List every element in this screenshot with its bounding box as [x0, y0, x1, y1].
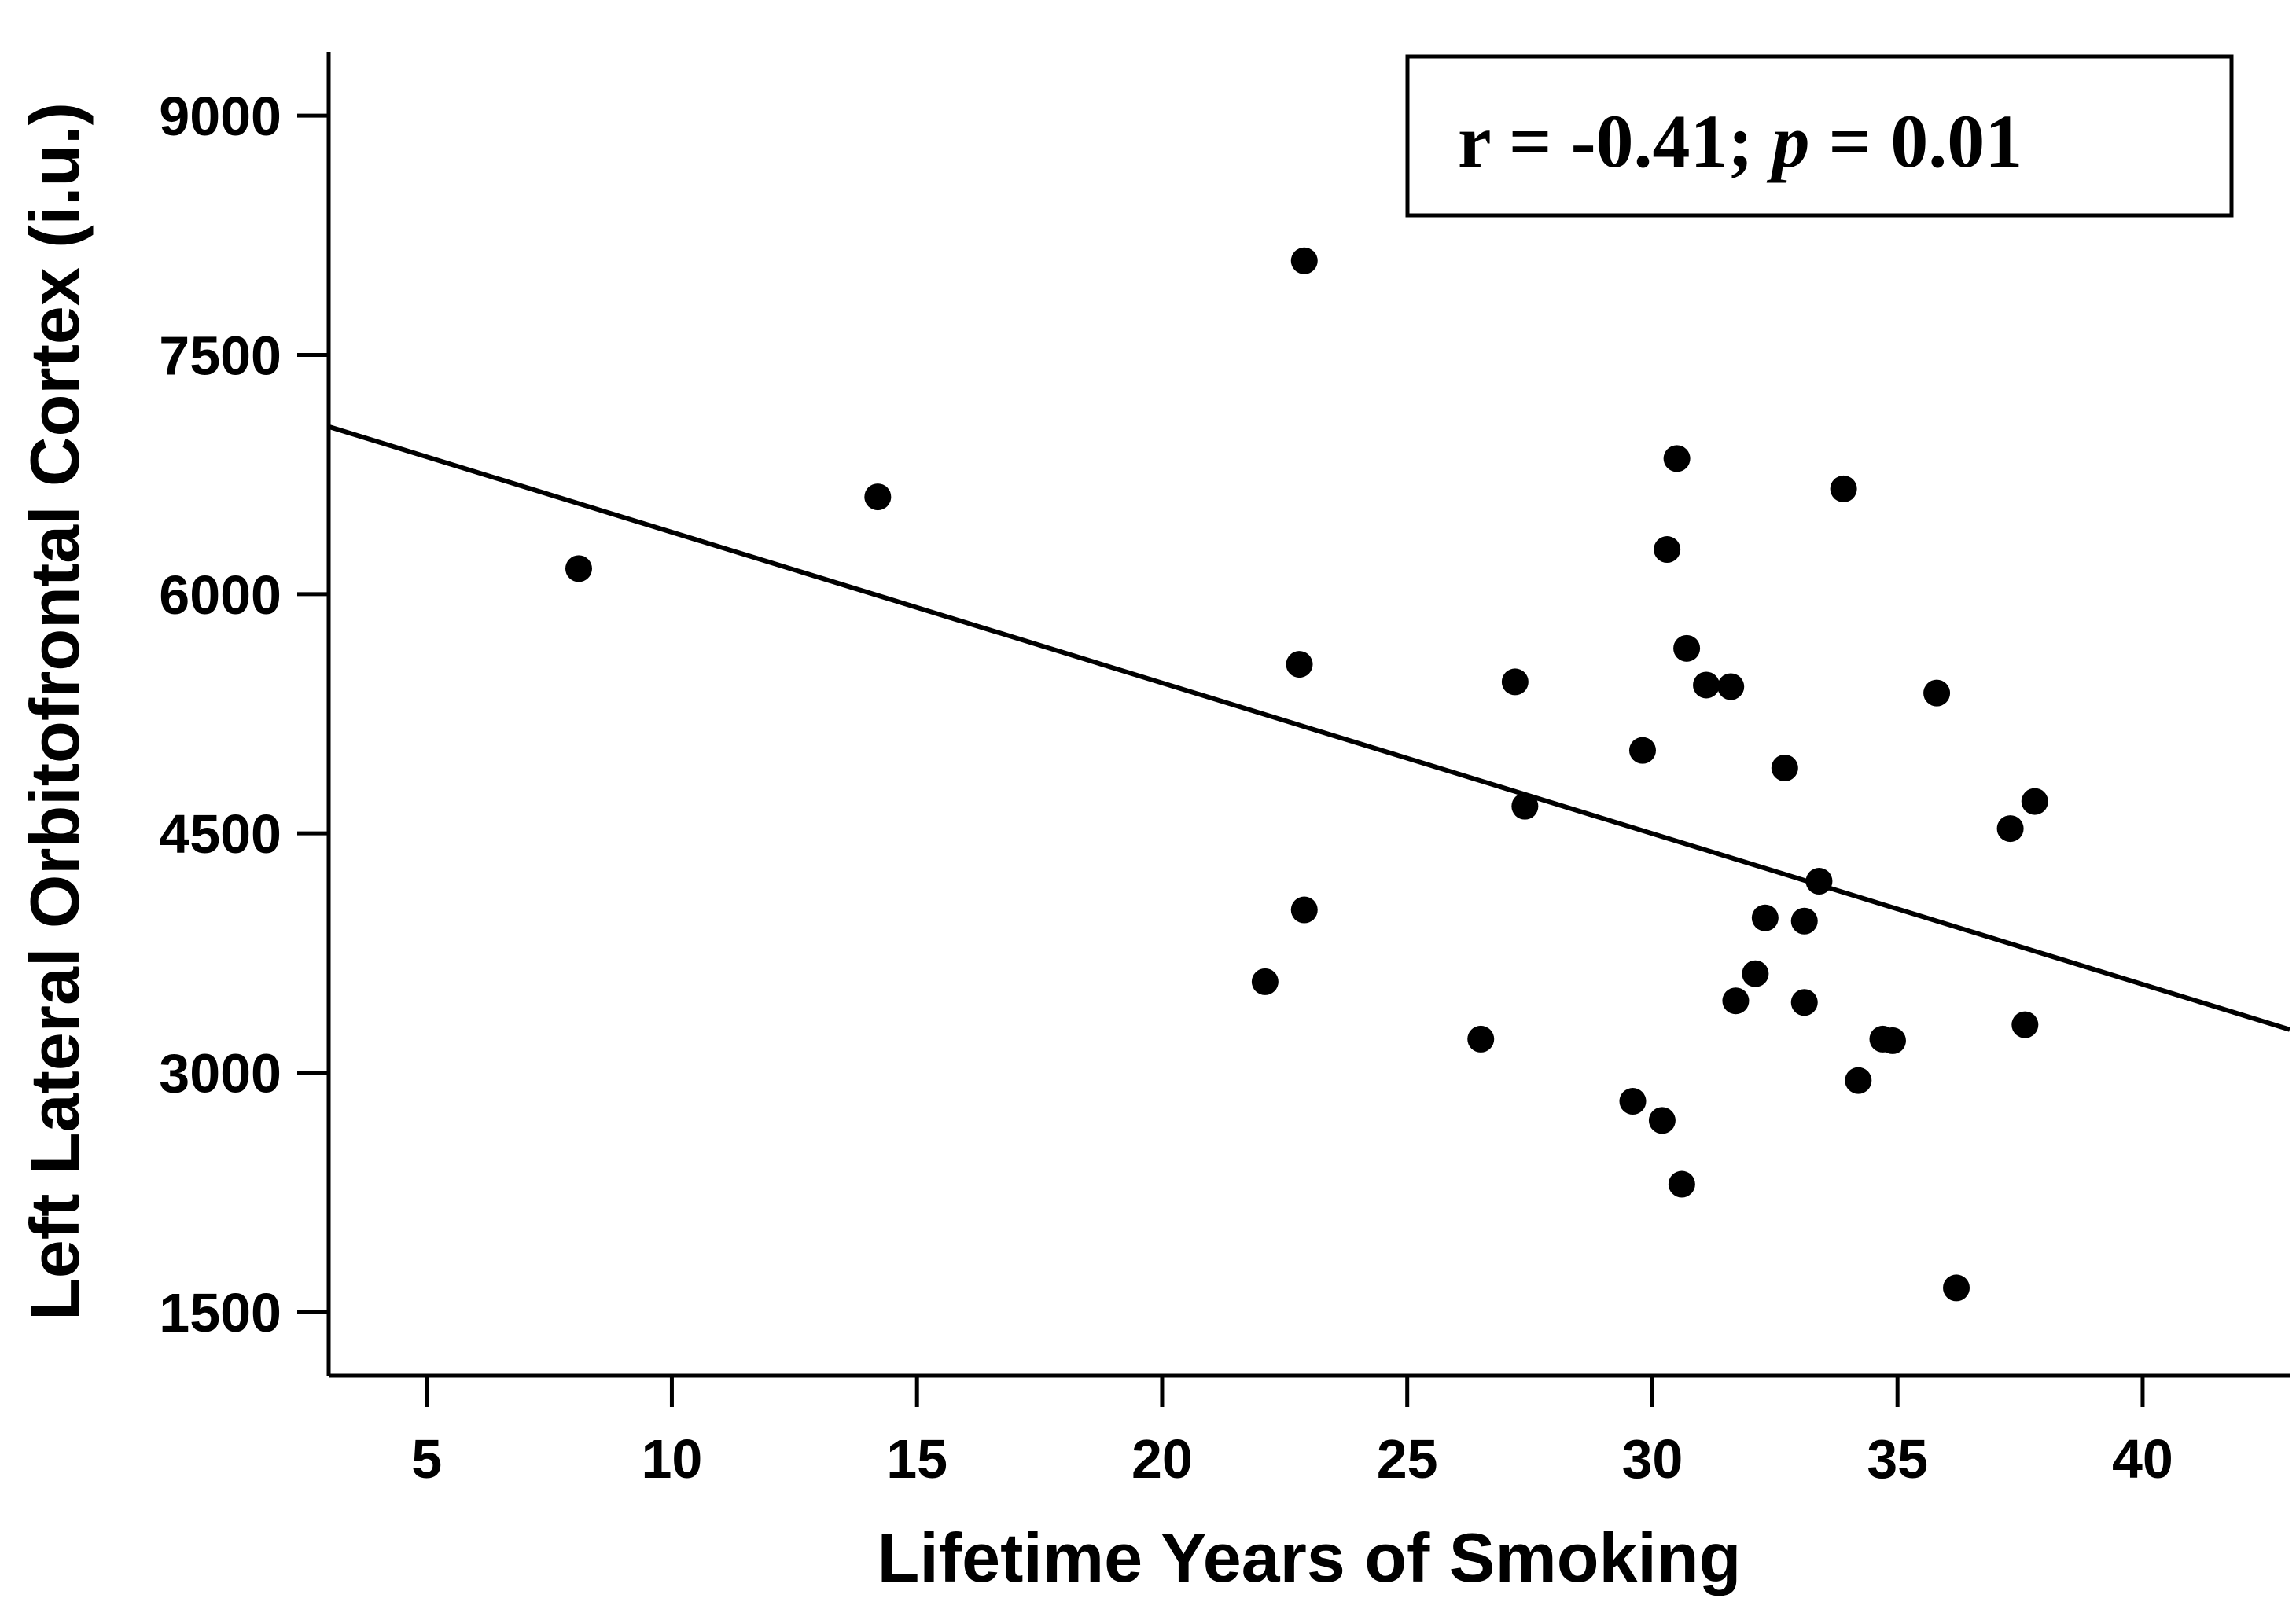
data-point: [1628, 737, 1656, 764]
data-point: [1771, 754, 1798, 781]
y-tick-label: 7500: [159, 325, 281, 386]
y-tick-label: 3000: [159, 1043, 281, 1104]
data-point: [1717, 673, 1745, 700]
annotation-r-text: r = -0.41;: [1458, 99, 1772, 183]
data-point: [1251, 968, 1279, 995]
data-point: [1286, 651, 1313, 678]
data-point: [1790, 907, 1818, 935]
data-point: [1878, 1027, 1906, 1054]
data-point: [1648, 1107, 1676, 1134]
data-point: [1290, 247, 1318, 274]
data-point: [1722, 987, 1750, 1015]
x-tick-label: 35: [1867, 1428, 1928, 1490]
correlation-annotation: r = -0.41; p = 0.01: [1405, 54, 2234, 218]
x-tick-label: 5: [411, 1428, 442, 1490]
data-point: [1790, 989, 1818, 1016]
y-tick-label: 4500: [159, 803, 281, 865]
data-point: [1290, 896, 1318, 924]
regression-line: [328, 424, 2290, 1032]
x-tick-label: 15: [886, 1428, 947, 1490]
data-point: [1467, 1025, 1495, 1053]
y-tick-label: 1500: [159, 1282, 281, 1343]
annotation-text: r = -0.41; p = 0.01: [1458, 99, 2022, 183]
data-point: [1742, 960, 1769, 987]
annotation-p-symbol: p: [1767, 99, 1810, 183]
data-point: [1663, 445, 1691, 472]
x-tick-label: 20: [1131, 1428, 1193, 1490]
x-tick-label: 10: [642, 1428, 703, 1490]
x-tick-label: 40: [2112, 1428, 2173, 1490]
data-point: [1845, 1067, 1872, 1094]
data-point: [1501, 668, 1529, 696]
data-point: [1693, 671, 1720, 699]
x-axis-label: Lifetime Years of Smoking: [878, 1519, 1742, 1596]
data-point: [1673, 634, 1701, 662]
y-tick-label: 6000: [159, 564, 281, 626]
data-point: [1511, 792, 1539, 820]
data-point: [1668, 1170, 1695, 1198]
x-axis-ticks: 5 10 15 20 25 30 35 40: [411, 1376, 2173, 1490]
y-axis-label: Left Lateral Orbitofrontal Cortex (i.u.): [16, 102, 94, 1321]
data-point: [1805, 868, 1833, 895]
annotation-p-text: = 0.01: [1810, 99, 2023, 183]
annotation-box: [1405, 54, 2234, 218]
y-tick-label: 9000: [159, 86, 281, 147]
x-tick-label: 30: [1622, 1428, 1683, 1490]
data-points: [565, 247, 2048, 1302]
data-point: [1996, 815, 2024, 843]
data-point: [2011, 1011, 2039, 1038]
x-tick-label: 25: [1377, 1428, 1438, 1490]
data-point: [1654, 536, 1681, 564]
data-point: [864, 483, 892, 511]
data-point: [1619, 1088, 1647, 1115]
data-point: [1923, 679, 1951, 707]
y-axis-ticks: 1500 3000 4500 6000 7500 9000: [159, 86, 329, 1343]
data-point: [1751, 904, 1779, 931]
data-point: [1943, 1274, 1970, 1302]
data-point: [1830, 475, 1857, 502]
data-point: [2021, 788, 2048, 815]
data-point: [565, 555, 592, 582]
